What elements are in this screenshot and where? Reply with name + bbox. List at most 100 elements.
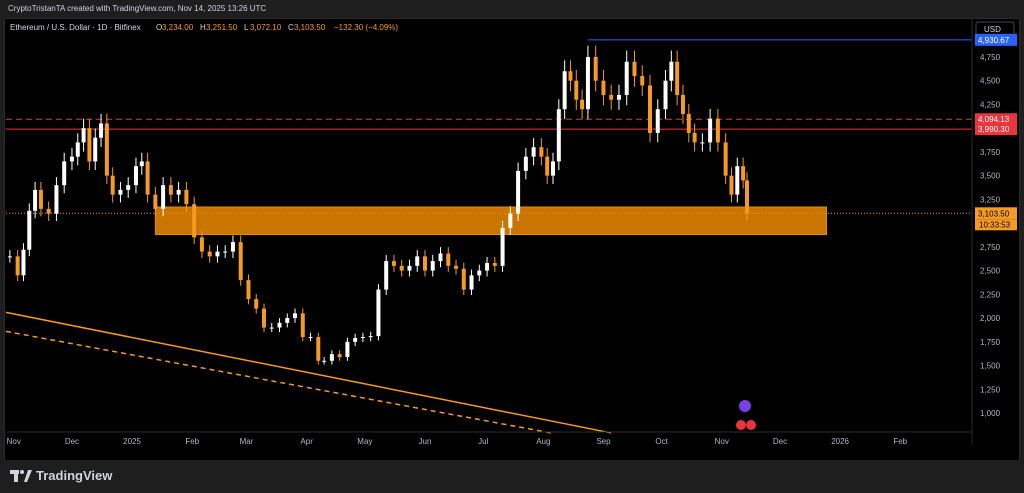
candle bbox=[735, 157, 740, 203]
candle bbox=[469, 269, 474, 296]
y-tick-label: 1,750 bbox=[980, 338, 1001, 347]
candle bbox=[500, 220, 505, 272]
y-tick-label: 3,750 bbox=[980, 148, 1001, 157]
candle-body bbox=[308, 337, 313, 339]
candle bbox=[93, 128, 98, 171]
candle bbox=[75, 133, 80, 166]
candle bbox=[7, 250, 12, 263]
ohlc-key: L bbox=[244, 23, 249, 32]
event-icon bbox=[738, 400, 751, 412]
candle bbox=[422, 250, 427, 277]
x-tick-label: Nov bbox=[7, 437, 21, 446]
candle-body bbox=[516, 170, 521, 214]
candle-body bbox=[215, 251, 220, 257]
y-tick-label: 4,500 bbox=[980, 77, 1001, 86]
ohlc-key: O bbox=[156, 23, 162, 32]
candle-body bbox=[729, 175, 734, 195]
event-markers bbox=[735, 400, 756, 430]
price-badge: 4,094.13 bbox=[975, 113, 1017, 126]
candle-body bbox=[207, 251, 212, 257]
candle-body bbox=[700, 142, 705, 144]
candle-body bbox=[133, 166, 138, 186]
candle-body bbox=[692, 132, 697, 143]
candle-body bbox=[399, 265, 404, 271]
candle-body bbox=[461, 268, 466, 290]
candle bbox=[539, 138, 544, 166]
candle bbox=[407, 259, 412, 277]
candle bbox=[545, 147, 550, 184]
candle-body bbox=[430, 261, 435, 271]
candle-body bbox=[568, 71, 573, 81]
candle bbox=[669, 50, 674, 92]
candle bbox=[616, 84, 621, 110]
price-badge-bg bbox=[975, 113, 1017, 126]
candle bbox=[300, 308, 305, 342]
candle-body bbox=[523, 156, 528, 171]
chart-caption-bar: CryptoTristanTA created with TradingView… bbox=[0, 0, 1024, 18]
candle-body bbox=[199, 237, 204, 252]
chart-frame[interactable] bbox=[4, 18, 1020, 462]
candle bbox=[744, 172, 749, 221]
candle bbox=[700, 133, 705, 152]
y-tick-label: 1,000 bbox=[980, 409, 1001, 418]
candle bbox=[104, 113, 109, 184]
candle-body bbox=[593, 56, 598, 81]
price-badge: 4,930.67 bbox=[975, 33, 1017, 46]
candle bbox=[523, 147, 528, 180]
candle bbox=[663, 70, 668, 120]
footer-bar: TradingView bbox=[0, 460, 1024, 493]
candle bbox=[640, 65, 645, 97]
candle-body bbox=[99, 123, 104, 138]
price-badge: 3,990.30 bbox=[975, 123, 1017, 136]
candle-body bbox=[438, 253, 443, 262]
candle-body bbox=[422, 256, 427, 271]
y-tick-label: 1,250 bbox=[980, 385, 1001, 394]
candle bbox=[648, 74, 652, 143]
candle-body bbox=[75, 142, 80, 157]
candle bbox=[27, 203, 32, 257]
candle-body bbox=[337, 354, 342, 357]
candle-body bbox=[246, 280, 251, 300]
candle-body bbox=[300, 313, 305, 338]
x-tick-label: 2026 bbox=[831, 437, 849, 446]
candle-body bbox=[640, 75, 645, 86]
candle-body bbox=[161, 185, 166, 209]
candle bbox=[81, 118, 86, 152]
candle bbox=[293, 308, 298, 323]
x-tick-label: Sep bbox=[596, 437, 611, 446]
tradingview-logo[interactable]: TradingView bbox=[10, 468, 112, 483]
chart-caption: CryptoTristanTA created with TradingView… bbox=[8, 4, 267, 13]
candle bbox=[87, 118, 92, 171]
candle-body bbox=[551, 161, 556, 176]
candle bbox=[176, 181, 181, 203]
candle-body bbox=[145, 161, 150, 195]
candle bbox=[686, 104, 691, 143]
candle-body bbox=[585, 56, 590, 110]
price-badge-bg bbox=[975, 33, 1017, 46]
candle bbox=[708, 108, 713, 152]
price-badge-label: 3,990.30 bbox=[978, 125, 1010, 134]
candle bbox=[133, 157, 138, 194]
candle bbox=[238, 235, 243, 286]
y-tick-label: 4,250 bbox=[980, 100, 1001, 109]
candle bbox=[508, 206, 513, 235]
x-tick-label: Feb bbox=[893, 437, 907, 446]
candle-body bbox=[723, 142, 728, 176]
candle bbox=[126, 177, 131, 198]
candle-body bbox=[492, 263, 497, 266]
candle-body bbox=[715, 118, 720, 143]
candle bbox=[69, 147, 74, 171]
candle-body bbox=[118, 189, 123, 195]
candle bbox=[593, 45, 598, 92]
candle-body bbox=[655, 109, 660, 133]
candle bbox=[269, 323, 274, 333]
countdown-bg bbox=[975, 219, 1017, 231]
candle bbox=[655, 99, 660, 143]
trendline-1 bbox=[5, 330, 552, 434]
candle-body bbox=[269, 327, 274, 329]
candle-body bbox=[632, 61, 637, 76]
ohlc-value: 3,072.10 bbox=[250, 23, 282, 32]
candle bbox=[531, 138, 536, 166]
price-badge: 3,103.50 bbox=[975, 207, 1017, 220]
